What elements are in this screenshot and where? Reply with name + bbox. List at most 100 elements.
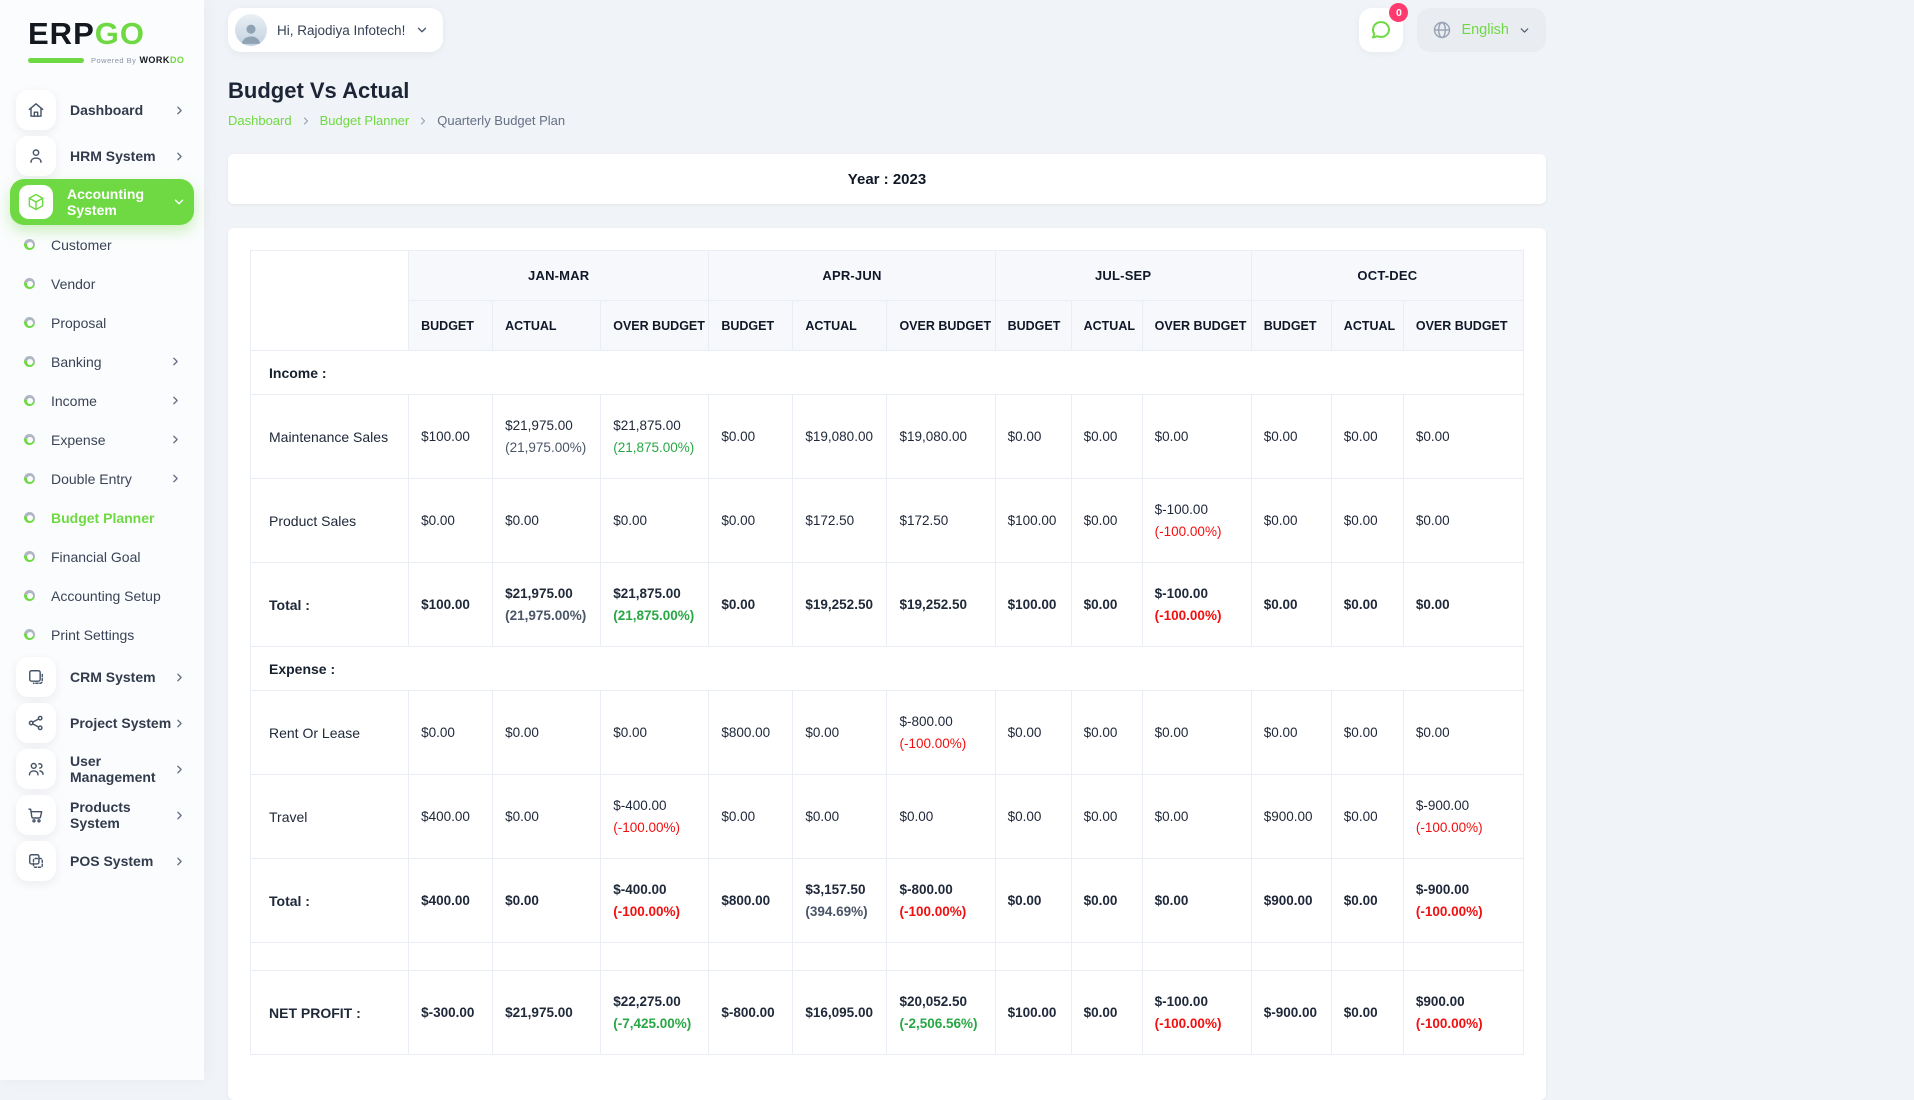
amount-value: $0.00 bbox=[1007, 808, 1042, 824]
amount-cell: $0.00 bbox=[1402, 478, 1525, 563]
column-header-over-budget: OVER BUDGET bbox=[600, 300, 710, 351]
sidebar-item-double-entry[interactable]: Double Entry bbox=[10, 459, 194, 498]
sidebar-item-label: Double Entry bbox=[51, 470, 132, 487]
sidebar: ERPGO Powered By WORK DO Dashboard HRM Sy… bbox=[0, 0, 204, 1080]
messenger-button[interactable]: 0 bbox=[1359, 3, 1409, 52]
sidebar-item-banking[interactable]: Banking bbox=[10, 342, 194, 381]
user-menu-button[interactable]: Hi, Rajodiya Infotech! bbox=[228, 8, 444, 52]
sidebar-item-income[interactable]: Income bbox=[10, 381, 194, 420]
empty-cell bbox=[792, 942, 888, 971]
sidebar-item-hrm-system[interactable]: HRM System bbox=[10, 133, 194, 179]
amount-value: $100.00 bbox=[421, 596, 470, 612]
chevron-down-icon bbox=[415, 23, 429, 37]
amount-value: $0.00 bbox=[1263, 724, 1298, 740]
amount-value: $0.00 bbox=[1343, 892, 1378, 908]
sidebar-item-print-settings[interactable]: Print Settings bbox=[10, 615, 194, 654]
sidebar-item-accounting-setup[interactable]: Accounting Setup bbox=[10, 576, 194, 615]
language-selector[interactable]: English bbox=[1417, 8, 1546, 52]
sidebar-item-accounting-system[interactable]: Accounting System bbox=[10, 179, 194, 225]
sidebar-item-label: Project System bbox=[70, 715, 172, 731]
amount-cell: $-100.00 (-100.00%) bbox=[1141, 478, 1252, 563]
sidebar-item-vendor[interactable]: Vendor bbox=[10, 264, 194, 303]
bullet-icon bbox=[24, 590, 35, 601]
bullet-icon bbox=[24, 278, 35, 289]
empty-cell bbox=[886, 942, 996, 971]
amount-percent: (21,875.00%) bbox=[613, 439, 695, 455]
amount-cell: $0.00 bbox=[708, 562, 794, 647]
amount-value: $800.00 bbox=[721, 724, 771, 740]
amount-cell: $0.00 bbox=[408, 690, 494, 775]
sidebar-item-budget-planner[interactable]: Budget Planner bbox=[10, 498, 194, 537]
amount-value: $800.00 bbox=[721, 892, 771, 908]
breadcrumb-separator-icon bbox=[300, 115, 312, 127]
amount-cell: $21,875.00 (21,875.00%) bbox=[600, 394, 710, 479]
sidebar-item-expense[interactable]: Expense bbox=[10, 420, 194, 459]
amount-value: $0.00 bbox=[1007, 428, 1042, 444]
amount-cell: $-400.00 (-100.00%) bbox=[600, 774, 710, 859]
amount-cell: $21,975.00 bbox=[492, 970, 602, 1055]
amount-value: $0.00 bbox=[1083, 596, 1118, 612]
amount-percent: (21,975.00%) bbox=[505, 439, 587, 455]
amount-percent: (-7,425.00%) bbox=[613, 1015, 692, 1031]
breadcrumb-budget-planner-link[interactable]: Budget Planner bbox=[319, 113, 410, 128]
sidebar-item-project-system[interactable]: Project System bbox=[10, 700, 194, 746]
amount-value: $21,875.00 bbox=[613, 585, 681, 601]
amount-cell: $19,252.50 bbox=[886, 562, 996, 647]
amount-percent: (-2,506.56%) bbox=[899, 1015, 978, 1031]
chevron-right-icon bbox=[173, 763, 186, 776]
sidebar-item-customer[interactable]: Customer bbox=[10, 225, 194, 264]
sidebar-item-user-management[interactable]: User Management bbox=[10, 746, 194, 792]
amount-cell: $19,080.00 bbox=[792, 394, 888, 479]
amount-value: $0.00 bbox=[421, 512, 455, 528]
cart-icon bbox=[16, 795, 56, 835]
amount-value: $0.00 bbox=[721, 596, 756, 612]
sidebar-item-label: Products System bbox=[70, 799, 131, 831]
sidebar-item-dashboard[interactable]: Dashboard bbox=[10, 87, 194, 133]
amount-cell: $0.00 bbox=[708, 478, 794, 563]
amount-cell: $800.00 bbox=[708, 858, 794, 943]
amount-value: $3,157.50 bbox=[805, 881, 866, 897]
bullet-icon bbox=[24, 434, 35, 445]
chevron-down-icon bbox=[172, 195, 186, 209]
empty-cell bbox=[708, 942, 794, 971]
amount-value: $0.00 bbox=[721, 428, 756, 444]
sidebar-item-label: CRM System bbox=[70, 669, 156, 685]
amount-value: $400.00 bbox=[421, 892, 470, 908]
amount-value: $0.00 bbox=[1154, 892, 1189, 908]
row-label: Product Sales bbox=[249, 478, 410, 563]
amount-percent: (21,875.00%) bbox=[613, 607, 695, 623]
app-logo[interactable]: ERPGO Powered By WORK DO bbox=[0, 10, 204, 79]
sidebar-item-pos-system[interactable]: POS System bbox=[10, 838, 194, 884]
amount-percent: (-100.00%) bbox=[1154, 607, 1222, 623]
pos-icon bbox=[16, 841, 56, 881]
sidebar-item-financial-goal[interactable]: Financial Goal bbox=[10, 537, 194, 576]
amount-value: $21,975.00 bbox=[505, 585, 573, 601]
sidebar-item-crm-system[interactable]: CRM System bbox=[10, 654, 194, 700]
amount-value: $900.00 bbox=[1263, 892, 1313, 908]
amount-cell: $16,095.00 bbox=[792, 970, 888, 1055]
page-title: Budget Vs Actual bbox=[228, 78, 410, 103]
amount-value: $-100.00 bbox=[1154, 501, 1208, 517]
amount-value: $0.00 bbox=[805, 724, 840, 740]
amount-value: $0.00 bbox=[1343, 808, 1378, 824]
chevron-right-icon bbox=[169, 433, 182, 446]
amount-value: $0.00 bbox=[421, 724, 455, 740]
amount-cell: $0.00 bbox=[1250, 690, 1332, 775]
amount-cell: $0.00 bbox=[994, 774, 1072, 859]
share-icon bbox=[16, 703, 56, 743]
amount-value: $-900.00 bbox=[1263, 1004, 1318, 1020]
amount-cell: $0.00 bbox=[1141, 690, 1252, 775]
table-row-expense: Expense : bbox=[250, 646, 1524, 691]
sidebar-item-products-system[interactable]: Products System bbox=[10, 792, 194, 838]
amount-value: $-800.00 bbox=[899, 881, 953, 897]
row-label: Total : bbox=[249, 562, 410, 647]
column-header-actual: ACTUAL bbox=[492, 300, 602, 351]
column-header-over-budget: OVER BUDGET bbox=[886, 300, 996, 351]
year-label: Year : 2023 bbox=[847, 170, 927, 188]
amount-value: $0.00 bbox=[1343, 428, 1378, 444]
breadcrumb-dashboard-link[interactable]: Dashboard bbox=[228, 113, 292, 128]
amount-value: $20,052.50 bbox=[899, 993, 968, 1009]
table-corner-cell bbox=[249, 250, 410, 351]
table-row-income: Income : bbox=[250, 350, 1524, 395]
sidebar-item-proposal[interactable]: Proposal bbox=[10, 303, 194, 342]
